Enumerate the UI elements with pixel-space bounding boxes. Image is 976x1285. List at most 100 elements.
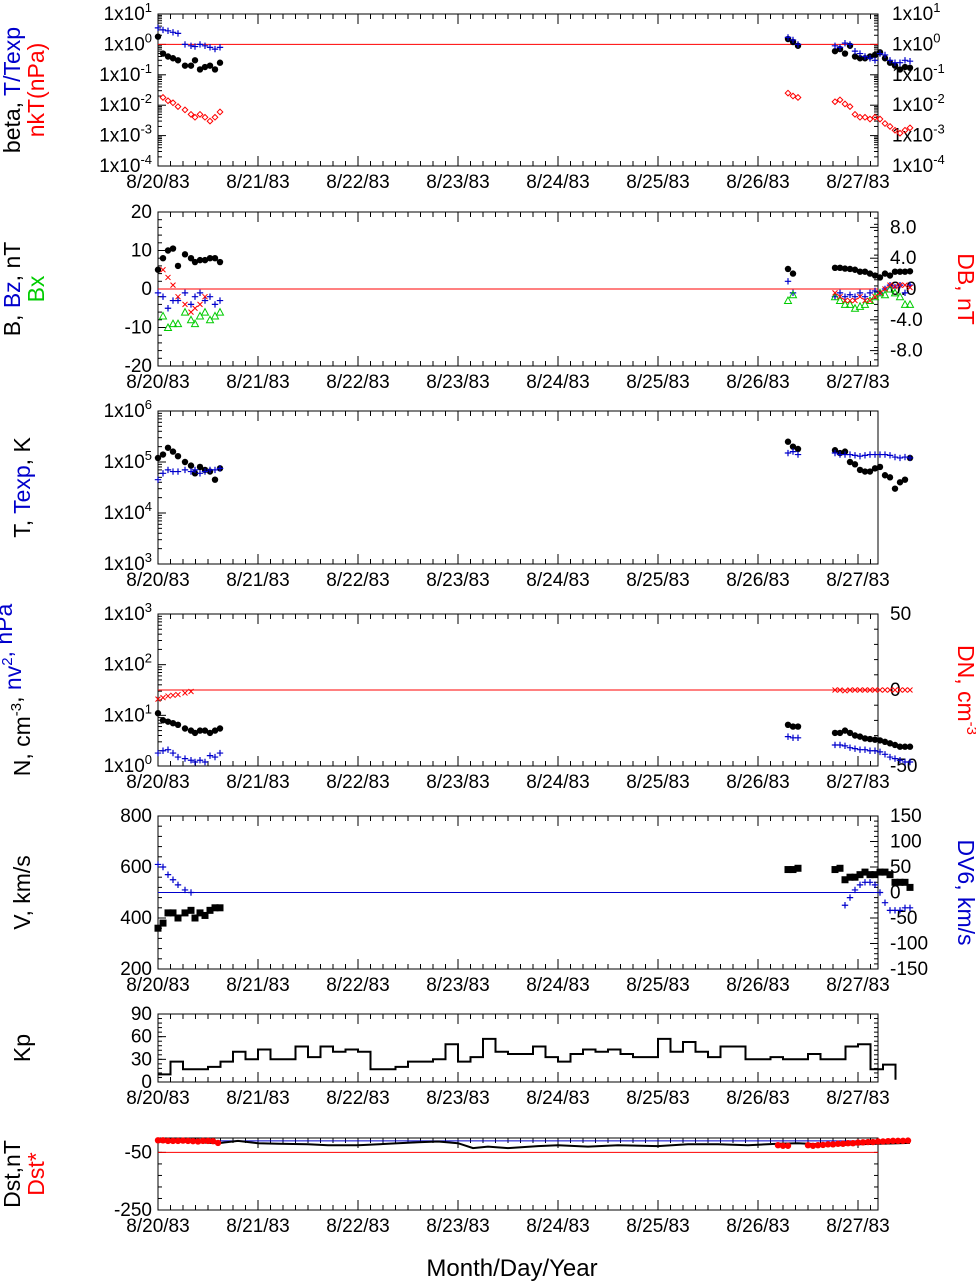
data-point bbox=[871, 51, 879, 59]
data-point bbox=[199, 1137, 207, 1145]
data-point bbox=[846, 894, 854, 901]
data-point bbox=[896, 757, 904, 764]
data-point bbox=[881, 51, 889, 59]
date-label: 8/23/83 bbox=[426, 975, 489, 996]
series-nkt-npa- bbox=[159, 89, 914, 137]
data-point bbox=[174, 753, 182, 761]
data-point bbox=[834, 1140, 842, 1147]
date-label: 8/25/83 bbox=[626, 1216, 689, 1237]
data-point bbox=[844, 1139, 852, 1147]
data-point bbox=[901, 57, 909, 64]
data-point bbox=[852, 687, 858, 693]
data-point bbox=[164, 909, 172, 917]
data-point bbox=[190, 319, 200, 328]
data-point bbox=[154, 24, 162, 32]
data-point bbox=[875, 288, 885, 297]
data-point bbox=[902, 282, 908, 289]
data-point bbox=[881, 751, 889, 758]
data-point bbox=[861, 452, 869, 459]
date-label: 8/20/83 bbox=[126, 975, 189, 996]
data-point bbox=[881, 899, 889, 906]
date-label: 8/26/83 bbox=[726, 1088, 789, 1109]
data-point bbox=[871, 113, 879, 121]
data-point bbox=[174, 914, 182, 922]
data-point bbox=[154, 710, 162, 717]
data-point bbox=[789, 448, 797, 455]
y-axis-label-right: DV6, km/s bbox=[953, 839, 976, 945]
data-point bbox=[891, 755, 899, 762]
data-point bbox=[210, 311, 220, 320]
data-point bbox=[196, 757, 204, 764]
data-point bbox=[159, 255, 167, 262]
date-label: 8/20/83 bbox=[126, 1216, 189, 1237]
data-point bbox=[851, 47, 859, 55]
data-point bbox=[819, 1141, 827, 1149]
data-point bbox=[856, 289, 864, 297]
data-point bbox=[201, 911, 209, 919]
data-point bbox=[174, 1137, 182, 1145]
y-tick-label: 1x10-3 bbox=[99, 122, 152, 147]
data-point bbox=[216, 108, 224, 116]
date-label: 8/25/83 bbox=[626, 975, 689, 996]
data-point bbox=[881, 55, 889, 62]
data-point bbox=[861, 746, 869, 753]
plot-frame bbox=[157, 1137, 879, 1211]
y-tick-label: 1x10-4 bbox=[99, 152, 152, 177]
data-point bbox=[174, 721, 182, 729]
data-point bbox=[206, 729, 214, 737]
data-point bbox=[872, 687, 878, 693]
x-axis-title: Month/Day/Year bbox=[426, 1255, 597, 1282]
y-tick-label: 1x10-2 bbox=[99, 91, 152, 116]
data-point bbox=[784, 449, 792, 457]
data-point bbox=[862, 297, 868, 304]
y-axis-label-right: DN, cm-3 bbox=[953, 645, 976, 735]
date-label: 8/22/83 bbox=[326, 975, 389, 996]
data-point bbox=[861, 468, 869, 475]
data-point bbox=[877, 687, 883, 693]
data-point bbox=[861, 268, 869, 275]
series-dv6 bbox=[154, 861, 914, 914]
data-point bbox=[861, 735, 869, 742]
data-point bbox=[794, 734, 802, 742]
data-point bbox=[901, 743, 909, 750]
data-point bbox=[211, 301, 219, 308]
data-point bbox=[789, 443, 797, 450]
data-point bbox=[856, 466, 864, 474]
y-tick-label-right: 50 bbox=[890, 604, 911, 625]
data-point bbox=[174, 468, 182, 475]
y-tick-label: 0 bbox=[141, 1072, 152, 1093]
data-point bbox=[784, 1142, 792, 1149]
data-point bbox=[197, 301, 203, 308]
data-point bbox=[154, 476, 162, 483]
data-point bbox=[159, 451, 167, 458]
data-point bbox=[169, 1137, 177, 1145]
data-point bbox=[201, 63, 209, 71]
data-point bbox=[871, 747, 879, 754]
data-point bbox=[891, 268, 899, 275]
data-point bbox=[164, 305, 172, 312]
data-point bbox=[164, 466, 172, 474]
data-point bbox=[174, 103, 182, 111]
y-axis-label: Dst,nT bbox=[0, 1140, 25, 1208]
data-point bbox=[871, 736, 879, 743]
data-point bbox=[876, 463, 884, 471]
data-point bbox=[881, 868, 889, 876]
data-point bbox=[174, 452, 182, 460]
y-tick-label-right: 4.0 bbox=[890, 248, 916, 269]
data-point bbox=[784, 733, 792, 740]
data-point bbox=[201, 727, 209, 734]
data-point bbox=[866, 289, 874, 297]
y-tick-label: 600 bbox=[120, 857, 152, 878]
data-point bbox=[187, 301, 195, 308]
y-tick-label: 1x103 bbox=[104, 550, 152, 575]
data-point bbox=[154, 454, 162, 462]
data-point bbox=[179, 1137, 187, 1144]
data-point bbox=[831, 866, 839, 874]
y-axis-label: B, Bz, nT bbox=[0, 242, 25, 337]
y-tick-label: 60 bbox=[131, 1027, 152, 1048]
data-point bbox=[851, 293, 859, 300]
data-point bbox=[861, 868, 869, 876]
date-label: 8/23/83 bbox=[426, 772, 489, 793]
date-label: 8/21/83 bbox=[226, 372, 289, 393]
data-point bbox=[859, 1139, 867, 1146]
